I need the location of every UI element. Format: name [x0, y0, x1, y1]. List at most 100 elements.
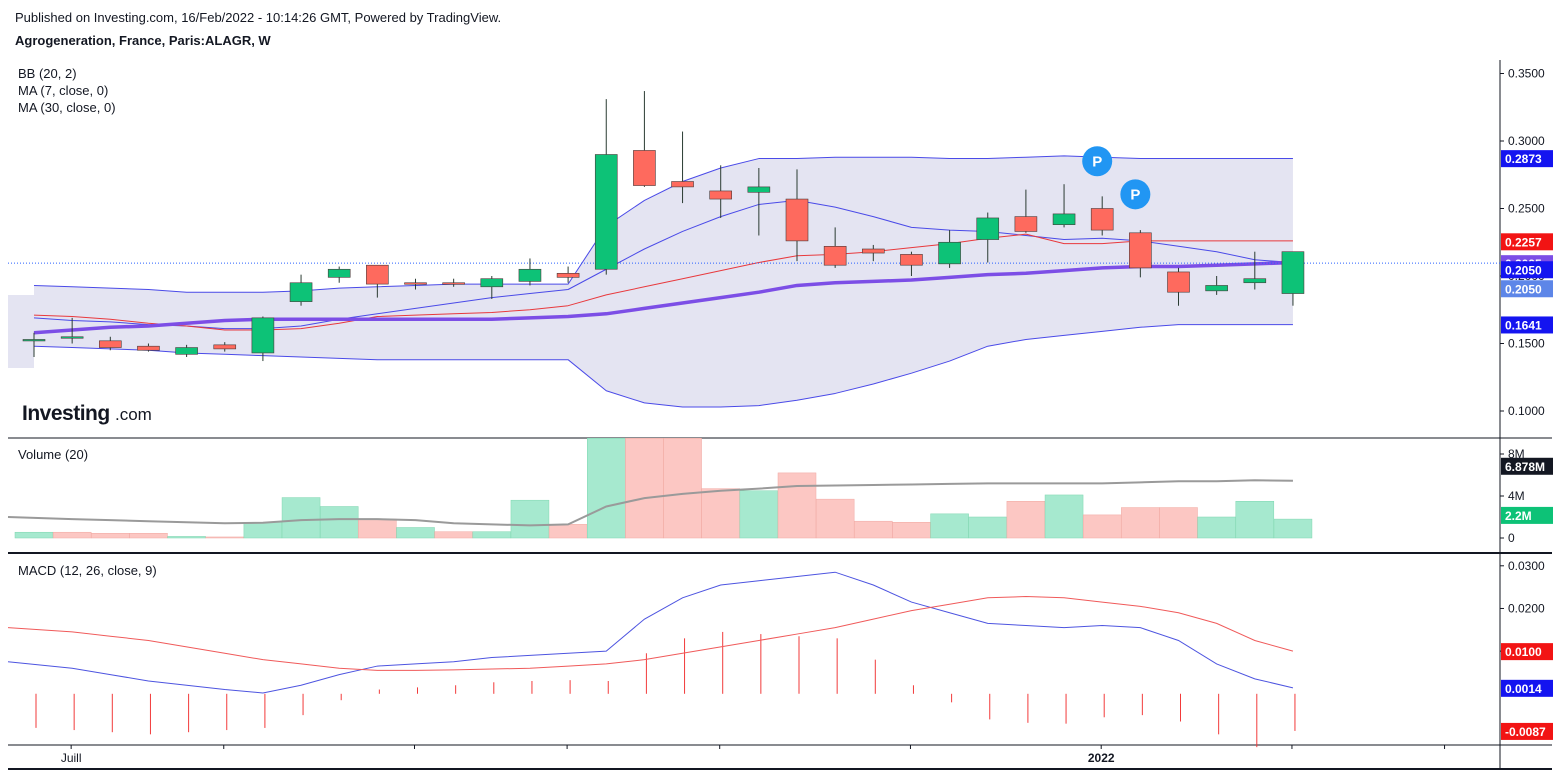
candle[interactable]: [633, 91, 656, 187]
y-tick-label: 8M: [1508, 447, 1525, 461]
candle-body-down: [633, 150, 656, 186]
bb-fill-left: [8, 295, 34, 368]
candle[interactable]: [594, 99, 618, 275]
volume-bar[interactable]: [1197, 516, 1236, 539]
volume-bar[interactable]: [472, 531, 512, 539]
candle[interactable]: [976, 212, 1000, 263]
candle[interactable]: [823, 227, 847, 268]
chart-title: Agrogeneration, France, Paris:ALAGR, W: [15, 33, 271, 48]
macd-pane[interactable]: [7, 571, 1296, 748]
volume-bar[interactable]: [1159, 507, 1198, 539]
candle-body-down: [213, 344, 237, 350]
volume-bar[interactable]: [625, 438, 664, 539]
candle[interactable]: [1052, 184, 1076, 228]
volume-bar[interactable]: [1082, 514, 1122, 539]
volume-bar[interactable]: [1121, 507, 1160, 539]
candle-body-down: [404, 282, 427, 285]
volume-bar[interactable]: [701, 488, 740, 539]
volume-bar[interactable]: [129, 533, 168, 539]
volume-bar[interactable]: [167, 536, 206, 539]
candle[interactable]: [442, 278, 465, 287]
y-tick-label: 0.2500: [1508, 202, 1545, 216]
candle[interactable]: [900, 251, 923, 276]
volume-bar[interactable]: [434, 531, 473, 539]
volume-bar[interactable]: [968, 516, 1007, 539]
y-tick-label: 0.3500: [1508, 67, 1545, 81]
volume-pane[interactable]: [7, 438, 1313, 539]
candle[interactable]: [137, 343, 160, 352]
value-tag-label: 0.1641: [1505, 318, 1542, 332]
published-note: Published on Investing.com, 16/Feb/2022 …: [15, 10, 502, 25]
candle[interactable]: [556, 266, 580, 283]
y-tick-label: 0.3000: [1508, 134, 1545, 148]
volume-bar[interactable]: [14, 531, 54, 539]
candle[interactable]: [1014, 189, 1038, 233]
event-marker[interactable]: [1082, 146, 1113, 177]
macd-line: [7, 571, 1294, 694]
volume-bar[interactable]: [1235, 501, 1275, 539]
investing-logo: Investing .com: [22, 402, 152, 425]
volume-bar[interactable]: [739, 490, 779, 539]
candle-body-up: [175, 347, 198, 355]
candle-body-down: [900, 254, 923, 266]
volume-bar[interactable]: [663, 438, 702, 539]
candle[interactable]: [938, 230, 961, 268]
candle[interactable]: [60, 317, 84, 344]
legend-entry: MACD (12, 26, close, 9): [18, 563, 157, 578]
candle[interactable]: [1243, 251, 1267, 290]
candle[interactable]: [22, 332, 46, 357]
volume-bar[interactable]: [205, 536, 244, 539]
candle-body-down: [442, 282, 465, 285]
candle-body-down: [671, 181, 694, 188]
logo-text: Investing: [22, 402, 110, 425]
y-tick-label: 0.1000: [1508, 404, 1545, 418]
event-marker[interactable]: [1120, 179, 1151, 210]
volume-bar[interactable]: [1044, 494, 1084, 539]
candle[interactable]: [99, 336, 122, 351]
candle-body-down: [1167, 271, 1190, 293]
volume-bar[interactable]: [1273, 518, 1313, 539]
volume-bar[interactable]: [815, 498, 855, 539]
volume-bar[interactable]: [777, 472, 817, 539]
candle[interactable]: [1281, 251, 1305, 306]
candle[interactable]: [671, 131, 694, 204]
candle[interactable]: [327, 266, 351, 283]
volume-bar[interactable]: [358, 518, 397, 539]
candle[interactable]: [213, 342, 237, 352]
ma30-line: [33, 260, 1294, 335]
volume-bar[interactable]: [854, 520, 893, 539]
candle[interactable]: [480, 276, 504, 299]
volume-bar[interactable]: [396, 527, 435, 539]
candle[interactable]: [289, 274, 313, 306]
candle[interactable]: [518, 258, 542, 286]
volume-bar[interactable]: [1006, 501, 1046, 539]
volume-bar[interactable]: [930, 513, 969, 539]
volume-bar[interactable]: [587, 438, 626, 539]
candle[interactable]: [175, 344, 198, 357]
volume-bar[interactable]: [510, 499, 550, 539]
candle[interactable]: [1129, 230, 1152, 278]
candle[interactable]: [366, 264, 389, 298]
candle-body-down: [785, 198, 809, 242]
candle[interactable]: [1167, 267, 1190, 306]
volume-bar[interactable]: [91, 533, 130, 539]
candle[interactable]: [861, 244, 885, 262]
volume-bar[interactable]: [319, 506, 359, 539]
candle[interactable]: [747, 168, 771, 236]
candle[interactable]: [1090, 196, 1114, 236]
x-tick-label: Juill: [61, 751, 82, 765]
candle[interactable]: [404, 278, 427, 290]
candle[interactable]: [1205, 276, 1228, 295]
candle[interactable]: [251, 316, 275, 362]
candle-body-up: [976, 217, 1000, 240]
candle[interactable]: [785, 169, 809, 262]
price-pane[interactable]: PP: [8, 91, 1500, 408]
candle-body-down: [1014, 216, 1038, 232]
volume-bar[interactable]: [548, 524, 588, 539]
volume-bar[interactable]: [243, 522, 283, 539]
volume-bar[interactable]: [892, 522, 931, 539]
volume-bar[interactable]: [52, 531, 92, 539]
volume-bar[interactable]: [281, 497, 321, 539]
candle[interactable]: [709, 165, 733, 218]
